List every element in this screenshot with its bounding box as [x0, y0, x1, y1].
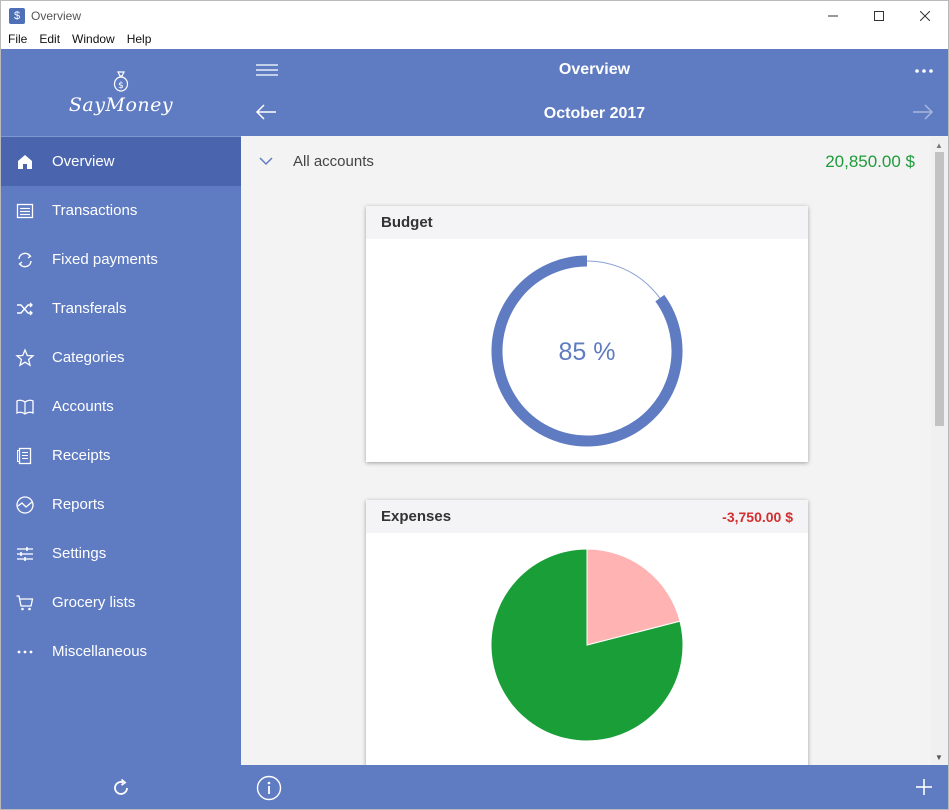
sidebar-item-label: Settings [52, 545, 107, 562]
sidebar-item-receipts[interactable]: Receipts [1, 431, 241, 480]
sidebar-item-accounts[interactable]: Accounts [1, 382, 241, 431]
menu-file[interactable]: File [8, 32, 28, 46]
sidebar-item-overview[interactable]: Overview [1, 137, 241, 186]
shuffle-icon [17, 302, 33, 315]
menu-bar: File Edit Window Help [0, 30, 949, 49]
budget-card-header: Budget [366, 206, 808, 239]
month-title: October 2017 [543, 105, 646, 122]
expenses-card-title: Expenses [381, 508, 452, 525]
menu-window[interactable]: Window [72, 32, 115, 46]
sidebar-item-fixed-payments[interactable]: Fixed payments [1, 235, 241, 284]
sidebar: $ SayMoney Overview Transactions Fixed p… [1, 49, 241, 809]
budget-card[interactable]: Budget 85 % [366, 206, 808, 462]
sidebar-item-transferals[interactable]: Transferals [1, 284, 241, 333]
hamburger-menu-icon[interactable] [256, 64, 278, 76]
pie-slice-secondary [586, 548, 681, 646]
footer-bar [241, 765, 948, 809]
minimize-button[interactable] [810, 1, 856, 31]
brand-name: SayMoney [68, 94, 174, 116]
sliders-icon [17, 546, 33, 561]
sidebar-item-label: Transferals [52, 300, 127, 317]
sidebar-item-label: Accounts [52, 398, 114, 415]
sidebar-item-reports[interactable]: Reports [1, 480, 241, 529]
sidebar-item-categories[interactable]: Categories [1, 333, 241, 382]
sidebar-item-label: Grocery lists [52, 594, 136, 611]
star-icon [15, 347, 35, 367]
ellipsis-icon [17, 650, 33, 653]
refresh-icon[interactable] [110, 777, 132, 799]
header: Overview October 2017 [241, 49, 948, 136]
minimize-icon [828, 15, 838, 17]
page-title: Overview [558, 61, 631, 78]
sidebar-nav: Overview Transactions Fixed payments Tra… [1, 137, 241, 676]
account-selector-label[interactable]: All accounts [293, 153, 374, 170]
scrollbar[interactable]: ▲ ▼ [931, 137, 948, 765]
list-icon [16, 203, 34, 218]
previous-month-arrow-icon[interactable] [255, 104, 277, 120]
close-button[interactable] [902, 1, 948, 31]
sidebar-item-label: Reports [52, 496, 105, 513]
divider [1, 136, 241, 137]
expenses-card[interactable]: Expenses -3,750.00 $ [366, 500, 808, 770]
home-icon [18, 154, 32, 169]
brand-logo: $ SayMoney [1, 49, 241, 137]
add-icon[interactable] [914, 777, 934, 797]
sidebar-item-label: Overview [52, 153, 115, 170]
window-border [0, 30, 1, 810]
more-options-icon[interactable] [914, 63, 934, 79]
next-month-arrow-icon[interactable] [912, 104, 934, 120]
scroll-up-arrow-icon[interactable]: ▲ [935, 141, 943, 150]
sidebar-item-miscellaneous[interactable]: Miscellaneous [1, 627, 241, 676]
sidebar-item-label: Miscellaneous [52, 643, 148, 660]
sidebar-item-label: Transactions [52, 202, 138, 219]
title-bar: $ Overview [0, 0, 949, 30]
money-bag-icon: $ [9, 7, 25, 24]
menu-help[interactable]: Help [126, 32, 152, 46]
expenses-card-header: Expenses -3,750.00 $ [366, 500, 808, 533]
receipt-icon [17, 447, 32, 464]
accounts-total: 20,850.00 $ [825, 152, 915, 171]
repeat-icon [18, 252, 32, 267]
pie-slice-main [490, 548, 684, 742]
close-icon [920, 11, 930, 21]
chevron-down-icon[interactable] [259, 156, 273, 166]
budget-card-title: Budget [381, 214, 433, 231]
cart-icon [16, 594, 34, 610]
info-icon[interactable] [256, 775, 282, 801]
maximize-icon [874, 11, 884, 21]
window-title: Overview [31, 8, 82, 23]
budget-gauge: 85 % [491, 255, 683, 447]
sidebar-item-transactions[interactable]: Transactions [1, 186, 241, 235]
menu-edit[interactable]: Edit [39, 32, 61, 46]
expenses-pie-chart [490, 548, 684, 742]
sidebar-item-label: Receipts [52, 447, 111, 464]
main-content: Overview October 2017 All accounts 20,85… [241, 49, 948, 809]
expenses-amount: -3,750.00 $ [722, 508, 793, 525]
money-bag-icon: $ [113, 71, 129, 92]
sidebar-item-label: Categories [52, 349, 125, 366]
scrollbar-thumb[interactable] [935, 152, 944, 426]
maximize-button[interactable] [856, 1, 902, 31]
chart-icon [16, 495, 34, 514]
sidebar-item-grocery-lists[interactable]: Grocery lists [1, 578, 241, 627]
svg-text:$: $ [118, 81, 124, 91]
account-selector[interactable]: All accounts 20,850.00 $ [241, 137, 931, 187]
sidebar-item-settings[interactable]: Settings [1, 529, 241, 578]
scroll-down-arrow-icon[interactable]: ▼ [935, 753, 943, 762]
budget-percent-label: 85 % [559, 338, 616, 366]
book-icon [16, 399, 34, 415]
budget-gauge-progress [491, 255, 683, 447]
sidebar-item-label: Fixed payments [52, 251, 158, 268]
